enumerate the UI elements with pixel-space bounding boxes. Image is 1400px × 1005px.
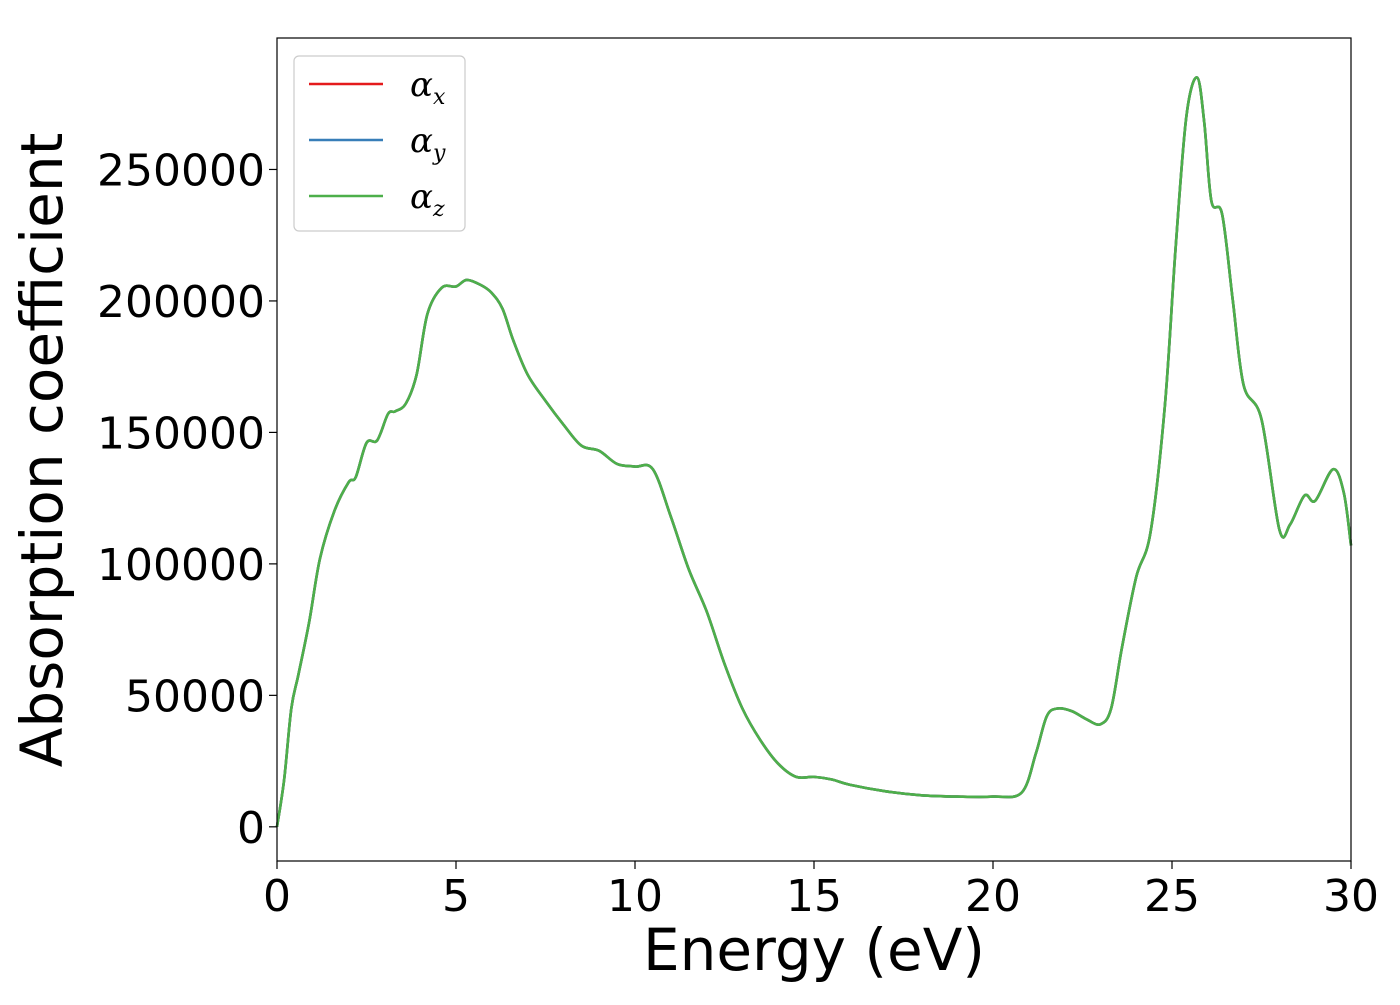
- y-tick-label: 150000: [97, 408, 265, 459]
- y-tick-label: 200000: [97, 277, 265, 328]
- x-tick-label: 20: [965, 871, 1021, 922]
- y-tick-label: 100000: [97, 540, 265, 591]
- x-tick-label: 5: [442, 871, 470, 922]
- y-tick-label: 250000: [97, 145, 265, 196]
- x-tick-label: 30: [1323, 871, 1379, 922]
- series-layer: [275, 76, 1353, 828]
- y-tick-label: 0: [237, 803, 265, 854]
- x-tick-label: 25: [1144, 871, 1200, 922]
- x-tick-label: 10: [607, 871, 663, 922]
- legend-box: [293, 55, 466, 232]
- y-axis-label: Absorption coefficient: [8, 133, 76, 768]
- y-tick-label: 50000: [125, 671, 265, 722]
- y-axis-ticks: 0 50000 100000 150000 200000 250000: [97, 145, 277, 854]
- x-axis-ticks: 0 5 10 15 20 25 30: [263, 861, 1379, 922]
- x-axis-label: Energy (eV): [643, 916, 985, 984]
- x-tick-label: 0: [263, 871, 291, 922]
- x-tick-label: 15: [786, 871, 842, 922]
- series-line-3: [275, 76, 1353, 828]
